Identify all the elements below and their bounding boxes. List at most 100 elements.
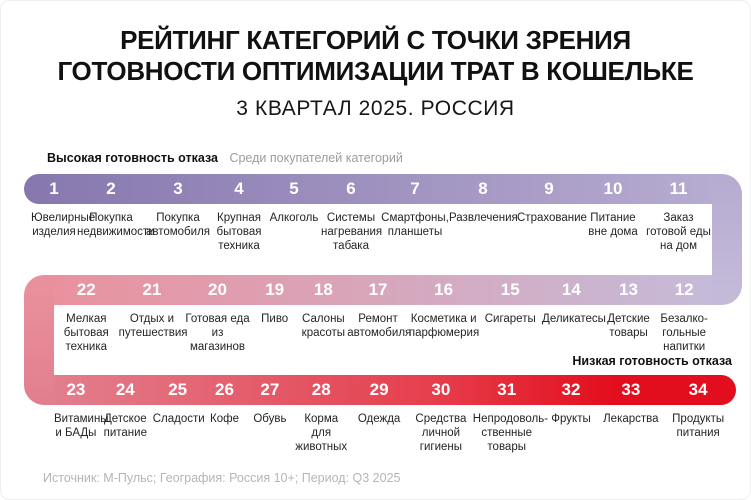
rank-number: 15	[500, 280, 520, 299]
rank-number: 28	[311, 380, 331, 399]
category-cell: 29 Одежда	[349, 375, 409, 454]
rank-number: 8	[478, 179, 488, 198]
category-row-3: 23 Витамины и БАДы 24 Детское питание 25 Слад…	[54, 375, 736, 454]
rank-number: 22	[76, 280, 96, 299]
category-cell: 12 Безалко-гольные напитки	[656, 275, 712, 354]
rank-number: 29	[369, 380, 389, 399]
bar-connector-right	[712, 174, 742, 305]
rank-number: 6	[346, 179, 356, 198]
title-line-2: ГОТОВНОСТИ ОПТИМИЗАЦИИ ТРАТ В КОШЕЛЬКЕ	[57, 56, 694, 87]
category-cell: 14 Деликатесы	[542, 275, 606, 354]
category-label: Обувь	[253, 413, 287, 425]
category-cell: 23 Витамины и БАДы	[54, 375, 109, 454]
category-cell: 25 Сладости	[152, 375, 205, 454]
category-cell: 28 Корма для животных	[293, 375, 349, 454]
category-label: Покупка автомобиля	[145, 212, 211, 238]
rank-number: 10	[603, 179, 623, 198]
category-label: Одежда	[357, 413, 401, 425]
category-cell: 24 Детское питание	[98, 375, 153, 454]
page-title: РЕЙТИНГ КАТЕГОРИЙ С ТОЧКИ ЗРЕНИЯ ГОТОВНО…	[1, 25, 750, 87]
category-label: Мелкая бытовая техника	[63, 313, 109, 353]
category-label: Отдых и путешествия	[118, 313, 188, 339]
rank-number: 32	[561, 380, 581, 399]
category-label: Корма для животных	[295, 413, 348, 453]
rank-bar-row-3	[54, 375, 736, 405]
rank-number: 27	[260, 380, 280, 399]
rank-number: 1	[49, 179, 59, 198]
category-label: Ремонт автомобиля	[347, 313, 412, 339]
category-label: Витамины и БАДы	[54, 413, 109, 439]
category-label: Системы нагревания табака	[321, 212, 383, 252]
source-footer: Источник: М-Пульс; География: Россия 10+…	[43, 471, 401, 485]
title-line-1: РЕЙТИНГ КАТЕГОРИЙ С ТОЧКИ ЗРЕНИЯ	[120, 25, 631, 55]
category-label: Сладости	[152, 413, 205, 425]
high-readiness-label: Высокая готовность отказа	[47, 151, 218, 165]
rank-number: 19	[265, 280, 285, 299]
rank-number: 23	[66, 380, 86, 399]
category-label: Готовая еда из магазинов	[185, 313, 250, 353]
rank-number: 20	[208, 280, 227, 299]
category-label: Алкоголь	[269, 212, 319, 224]
category-label: Сигареты	[484, 313, 536, 325]
category-label: Деликатесы	[542, 313, 606, 325]
category-cell: 33 Лекарства	[601, 375, 660, 454]
category-cell: 9 Страхование	[517, 174, 587, 253]
category-cell: 4 Крупная бытовая техника	[211, 174, 267, 253]
category-cell: 7 Смартфоны, планшеты	[381, 174, 449, 253]
category-cell: 11 Заказ готовой еды на дом	[645, 174, 712, 253]
legend-top: Высокая готовность отказа Среди покупате…	[47, 151, 403, 165]
category-label: Непродоволь-ственные товары	[472, 413, 549, 453]
category-label: Продукты питания	[672, 413, 725, 439]
category-row-1: 1 Ювелирные изделия 2 Покупка недвижимости 3…	[31, 174, 712, 253]
rank-number: 25	[168, 380, 188, 399]
category-label: Лекарства	[603, 413, 659, 425]
category-cell: 20 Готовая еда из магазинов	[185, 275, 250, 354]
category-cell: 32 Фрукты	[541, 375, 602, 454]
category-cell: 6 Системы нагревания табака	[321, 174, 383, 253]
category-cell: 17 Ремонт автомобиля	[347, 275, 412, 354]
category-cell: 21 Отдых и путешествия	[118, 275, 188, 354]
category-label: Развлечения	[449, 212, 518, 224]
category-label: Кофе	[210, 413, 239, 425]
category-cell: 5 Алкоголь	[267, 174, 321, 253]
category-cell: 34 Продукты питания	[660, 375, 736, 454]
rank-number: 18	[313, 280, 333, 299]
rank-number: 30	[431, 380, 451, 399]
category-label: Детские товары	[607, 313, 650, 339]
rank-number: 4	[234, 179, 244, 198]
rank-number: 3	[173, 179, 183, 198]
rank-number: 17	[368, 280, 388, 299]
category-cell: 19 Пиво	[250, 275, 300, 354]
rank-number: 11	[669, 179, 688, 198]
category-cell: 1 Ювелирные изделия	[31, 174, 96, 253]
rank-number: 34	[688, 380, 708, 399]
rank-number: 7	[410, 179, 420, 198]
low-readiness-label: Низкая готовность отказа	[572, 354, 732, 368]
category-label: Питание вне дома	[588, 212, 638, 238]
rank-number: 12	[674, 280, 694, 299]
category-cell: 10 Питание вне дома	[581, 174, 645, 253]
category-cell: 30 Средства личной гигиены	[409, 375, 473, 454]
category-cell: 27 Обувь	[246, 375, 293, 454]
rank-number: 31	[497, 380, 517, 399]
category-label: Средства личной гигиены	[415, 413, 467, 453]
rank-number: 33	[621, 380, 641, 399]
bar-connector-left	[24, 275, 54, 405]
rank-number: 9	[544, 179, 554, 198]
rank-number: 16	[434, 280, 454, 299]
category-cell: 8 Развлечения	[449, 174, 518, 253]
category-label: Смартфоны, планшеты	[381, 212, 449, 238]
rank-number: 26	[215, 380, 234, 399]
rank-bar-row-1	[24, 174, 712, 204]
subtitle: 3 КВАРТАЛ 2025. РОССИЯ	[236, 97, 515, 120]
category-cell: 26 Кофе	[203, 375, 247, 454]
category-cell: 3 Покупка автомобиля	[145, 174, 211, 253]
category-cell: 22 Мелкая бытовая техника	[54, 275, 119, 354]
rank-number: 5	[289, 179, 299, 198]
rank-number: 13	[619, 280, 638, 299]
category-label: Заказ готовой еды на дом	[646, 212, 711, 252]
category-label: Ювелирные изделия	[31, 212, 96, 238]
category-label: Салоны красоты	[301, 313, 346, 339]
rank-number: 2	[106, 179, 116, 198]
category-label: Косметика и парфюмерия	[408, 313, 480, 339]
